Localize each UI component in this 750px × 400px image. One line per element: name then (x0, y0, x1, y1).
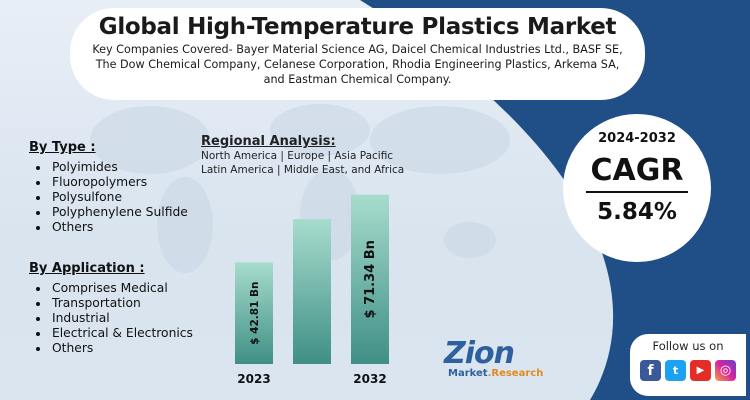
list-item: Comprises Medical (36, 281, 193, 296)
regional-analysis: Regional Analysis: North America | Europ… (201, 134, 404, 177)
title-card: Global High-Temperature Plastics Market … (70, 8, 645, 100)
list-item: Fluoropolymers (36, 175, 188, 190)
instagram-icon[interactable]: ◎ (715, 360, 736, 381)
list-item: Others (36, 341, 193, 356)
bar-2 (351, 194, 389, 364)
follow-us-label: Follow us on (652, 339, 724, 353)
regional-title: Regional Analysis: (201, 134, 336, 149)
bar-value-label-0: $ 42.81 Bn (249, 282, 261, 345)
page-title: Global High-Temperature Plastics Market (98, 14, 617, 40)
list-item: Polyphenylene Sulfide (36, 205, 188, 220)
list-item: Transportation (36, 296, 193, 311)
by-type-list: Polyimides Fluoropolymers Polysulfone Po… (36, 160, 188, 235)
social-icons-row: f t ▶ ◎ (630, 360, 746, 381)
youtube-icon[interactable]: ▶ (690, 360, 711, 381)
list-item: Electrical & Electronics (36, 326, 193, 341)
twitter-icon[interactable]: t (665, 360, 686, 381)
regional-line-2: Latin America | Middle East, and Africa (201, 164, 405, 176)
key-companies-text: Key Companies Covered- Bayer Material Sc… (92, 43, 623, 86)
by-type-heading: By Type : (29, 140, 96, 155)
cagr-label: CAGR (590, 153, 684, 188)
zion-market-research-logo: Zion Market.Research (444, 338, 544, 384)
list-item: Others (36, 220, 188, 235)
x-axis-label-2: 2032 (353, 372, 386, 386)
list-item: Polyimides (36, 160, 188, 175)
logo-wordmark: Zion (444, 336, 515, 371)
regional-line-1: North America | Europe | Asia Pacific (201, 150, 394, 162)
cagr-period: 2024-2032 (598, 131, 676, 146)
by-application-heading: By Application : (29, 261, 145, 276)
follow-us-card: Follow us on f t ▶ ◎ (630, 334, 746, 396)
cagr-divider (586, 191, 688, 193)
logo-sub-market: Market (448, 368, 488, 379)
bar-0 (235, 262, 273, 364)
list-item: Polysulfone (36, 190, 188, 205)
logo-subtitle: Market.Research (444, 368, 544, 379)
by-application-list: Comprises Medical Transportation Industr… (36, 281, 193, 356)
bar-value-label-2: $ 71.34 Bn (363, 240, 378, 318)
bar-1 (293, 219, 331, 364)
list-item: Industrial (36, 311, 193, 326)
cagr-value: 5.84% (597, 199, 677, 225)
x-axis-label-0: 2023 (237, 372, 270, 386)
cagr-badge: 2024-2032 CAGR 5.84% (563, 114, 711, 262)
facebook-icon[interactable]: f (640, 360, 661, 381)
logo-sub-research: .Research (487, 368, 544, 379)
